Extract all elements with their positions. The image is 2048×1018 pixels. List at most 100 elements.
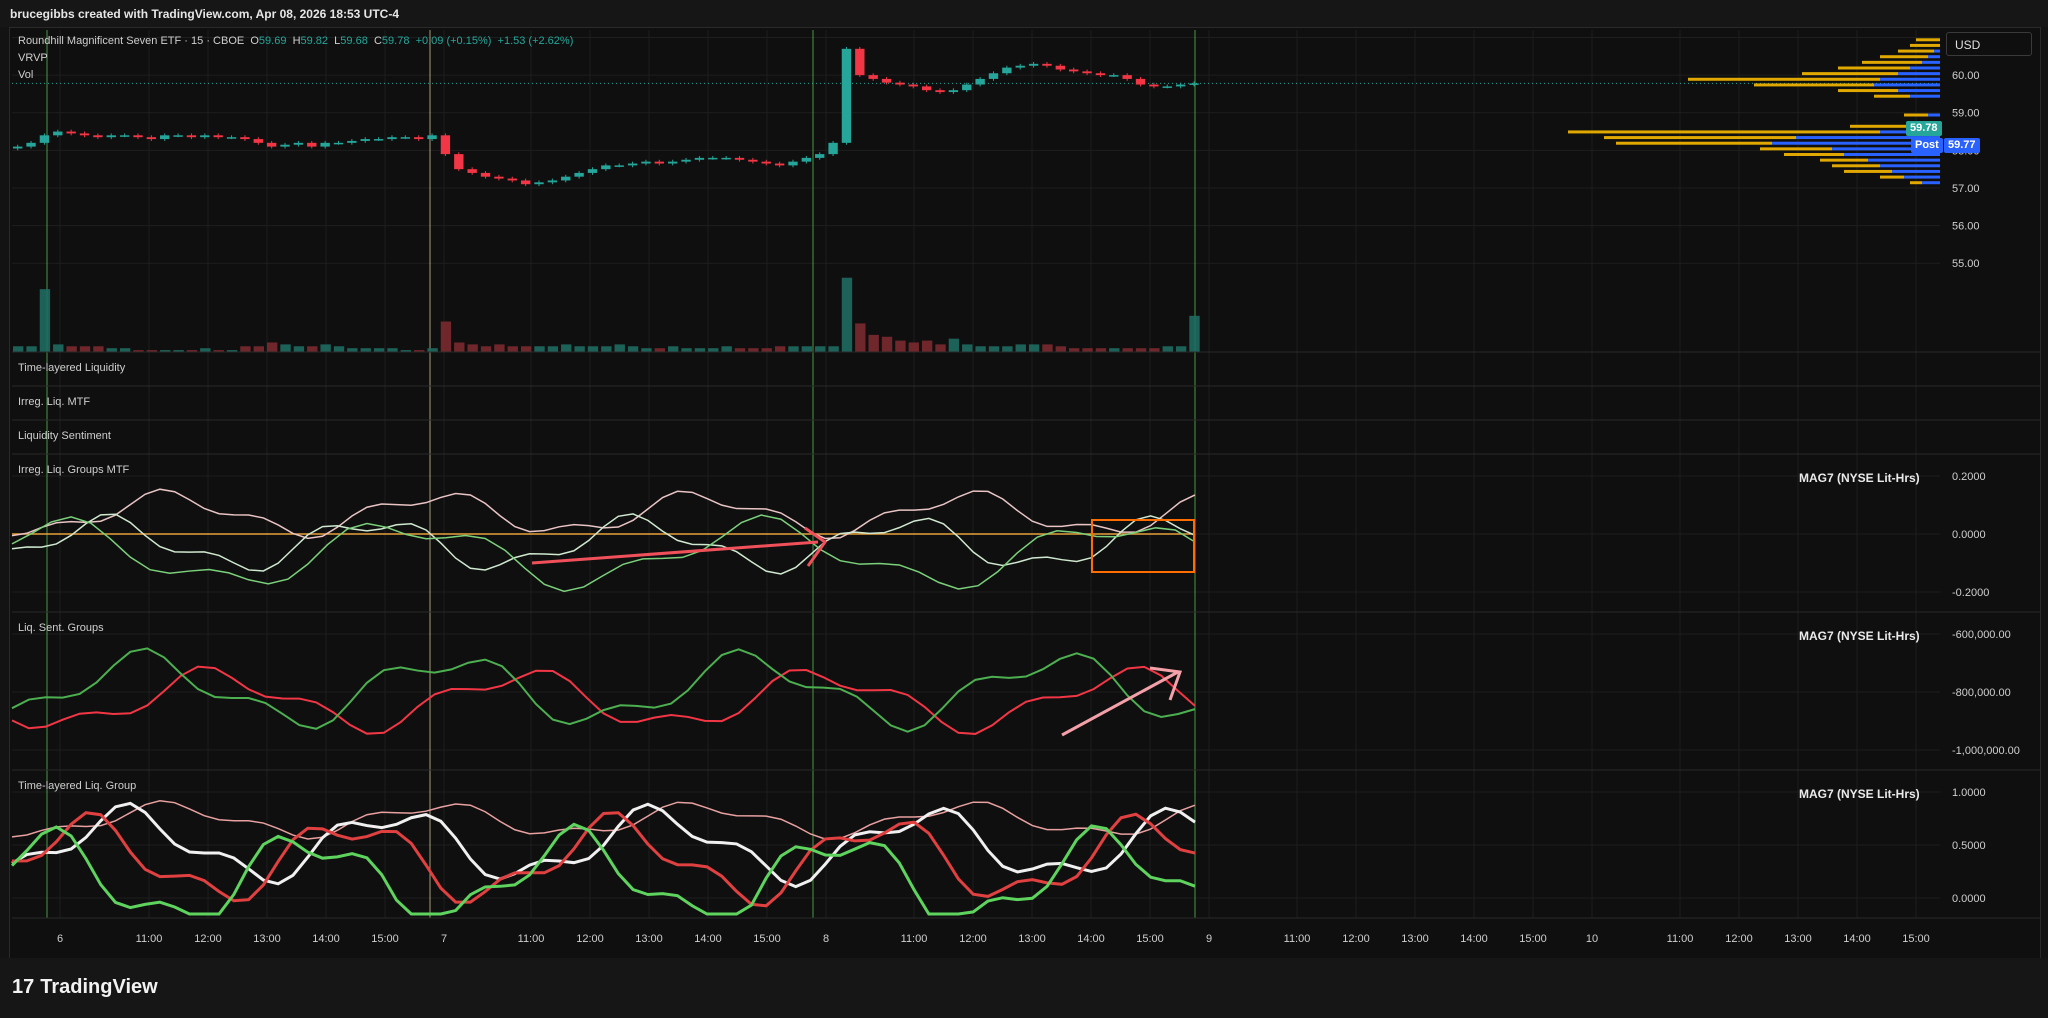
profile-bar-down	[1754, 83, 1874, 87]
candle-body	[66, 131, 76, 134]
candle-body	[226, 137, 237, 139]
tradingview-logo[interactable]: 17 TradingView	[12, 976, 158, 999]
vol-label[interactable]: Vol	[18, 69, 34, 81]
volume-bar	[133, 350, 144, 352]
pane4-tick: 0.0000	[1952, 529, 1986, 541]
vrvp-label[interactable]: VRVP	[18, 52, 48, 64]
profile-bar-up	[1922, 181, 1940, 185]
candle-body	[962, 84, 972, 91]
pane-label-liq-sentiment[interactable]: Liquidity Sentiment	[18, 430, 111, 442]
profile-bar-up	[1928, 113, 1940, 117]
profile-bar-down	[1844, 169, 1892, 173]
volume-bar	[667, 346, 679, 352]
candle-body	[520, 180, 531, 185]
time-tick: 10	[1586, 933, 1598, 945]
profile-bar-up	[1892, 169, 1940, 173]
profile-bar-up	[1904, 175, 1940, 179]
price-tick: 57.00	[1952, 183, 1980, 195]
volume-bar	[1135, 348, 1147, 352]
volume-bar	[828, 346, 839, 352]
pane5-red-line	[11, 665, 1196, 735]
volume-bar	[440, 321, 452, 352]
price-tick: 60.00	[1952, 70, 1980, 82]
candle-body	[721, 157, 731, 160]
volume-bar	[1015, 344, 1026, 352]
candle-body	[895, 82, 905, 85]
candle-body	[708, 157, 718, 160]
change-value: +0.09 (+0.15%)	[415, 35, 492, 47]
volume-bar	[266, 342, 278, 352]
pane-label-time-layered[interactable]: Time-layered Liquidity	[18, 362, 126, 374]
volume-bar	[173, 350, 184, 352]
candle-body	[881, 78, 892, 83]
high-value: 59.82	[300, 35, 329, 47]
volume-bar	[186, 350, 198, 352]
candle-body	[828, 142, 838, 155]
time-tick: 13:00	[635, 933, 663, 945]
candle-body	[186, 135, 197, 138]
time-tick: 11:00	[901, 933, 928, 945]
volume-bar	[1028, 344, 1040, 352]
candle-body	[106, 135, 116, 138]
credit-text: brucegibbs created with TradingView.com,…	[10, 7, 400, 21]
pane6-line-b	[11, 801, 1196, 889]
arrow-line-2	[1061, 670, 1179, 737]
candle-body	[373, 139, 384, 141]
candle-body	[815, 154, 825, 158]
profile-bar-up	[1922, 60, 1940, 64]
pane-label-irreg-groups[interactable]: Irreg. Liq. Groups MTF	[18, 464, 130, 476]
volume-bar	[1162, 346, 1173, 352]
candle-body	[614, 165, 624, 167]
candle-body	[39, 135, 50, 143]
candle-body	[801, 157, 812, 162]
time-tick: 12:00	[194, 933, 222, 945]
volume-bar	[66, 346, 77, 352]
volume-bar	[614, 344, 625, 352]
time-tick: 11:00	[518, 933, 545, 945]
volume-bar	[601, 346, 612, 352]
open-value: 59.69	[258, 35, 287, 47]
time-tick: 8	[823, 933, 829, 945]
pane5-green-line	[11, 647, 1196, 733]
profile-bar-up	[1880, 77, 1940, 81]
profile-bar-down	[1910, 43, 1940, 47]
profile-bar-down	[1850, 124, 1910, 128]
volume-bar	[654, 348, 665, 352]
candle-body	[293, 142, 304, 145]
candle-body	[1189, 83, 1199, 85]
volume-bar	[240, 346, 251, 352]
currency-button[interactable]: USD	[1946, 32, 2032, 56]
candle-body	[908, 84, 918, 87]
change-value-2: +1.53 (+2.62%)	[497, 35, 574, 47]
symbol-name: Roundhill Magnificent Seven ETF · 15 · C…	[18, 35, 245, 47]
time-tick: 14:00	[1843, 933, 1871, 945]
time-tick: 12:00	[959, 933, 987, 945]
last-price-tag: 59.78	[1906, 121, 1942, 136]
volume-bar	[881, 336, 893, 352]
volume-bar	[39, 289, 51, 352]
volume-bar	[293, 346, 305, 352]
candle-body	[601, 165, 611, 170]
volume-bar	[160, 350, 171, 352]
time-tick: 14:00	[312, 933, 340, 945]
candles	[13, 46, 1199, 187]
time-tick: 11:00	[1284, 933, 1311, 945]
arrow-head-2	[1149, 666, 1183, 701]
indicator-lines	[10, 488, 1196, 916]
volume-bar	[587, 346, 599, 352]
volume-bar	[480, 346, 492, 352]
candle-body	[320, 142, 330, 147]
profile-bar-up	[1868, 158, 1940, 162]
chart-frame[interactable]	[9, 27, 2041, 959]
volume-bar	[119, 348, 131, 352]
pane-label-sent-groups[interactable]: Liq. Sent. Groups	[18, 622, 104, 634]
volume-bar	[561, 344, 572, 352]
volume-bar	[387, 348, 398, 352]
volume-bar	[1122, 348, 1133, 352]
footer-bar	[0, 958, 2048, 1018]
candle-body	[360, 139, 370, 141]
candle-body	[333, 142, 344, 145]
pane-label-irreg-mtf[interactable]: Irreg. Liq. MTF	[18, 396, 91, 408]
pane-label-time-group[interactable]: Time-layered Liq. Group	[18, 780, 137, 792]
